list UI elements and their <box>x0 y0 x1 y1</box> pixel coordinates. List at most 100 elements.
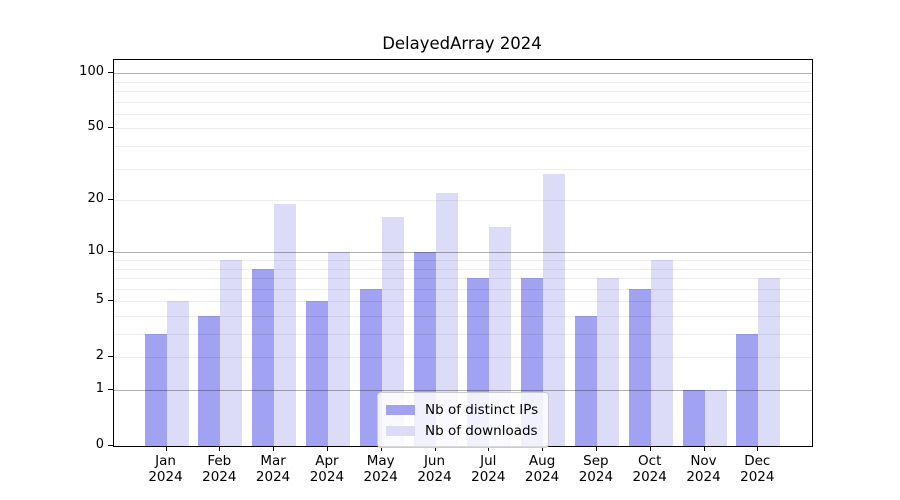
x-axis-label-year: 2024 <box>686 469 721 485</box>
x-axis-label-year: 2024 <box>417 469 452 485</box>
x-axis-label-year: 2024 <box>524 469 560 485</box>
x-axis-tick <box>219 446 221 451</box>
x-axis-label-month: Mar <box>260 453 286 469</box>
minor-gridline <box>114 315 812 317</box>
y-axis-tick-label: 1 <box>95 381 104 396</box>
legend-item-label: Nb of downloads <box>425 422 538 439</box>
legend-swatch <box>386 425 415 436</box>
bar-distinct-ips <box>252 268 275 446</box>
x-axis-tick-label: Jul 2024 <box>456 453 520 485</box>
y-axis-tick <box>108 389 113 390</box>
minor-gridline <box>114 260 812 261</box>
y-axis-tick <box>108 251 113 253</box>
legend-item: Nb of downloads <box>386 420 538 441</box>
y-axis-tick-label: 50 <box>87 119 104 135</box>
x-axis-label-year: 2024 <box>309 469 345 485</box>
x-axis-label-month: Jul <box>480 453 497 469</box>
x-axis-label-month: Jan <box>155 453 176 469</box>
x-axis-label-year: 2024 <box>202 469 237 485</box>
chart-title: DelayedArray 2024 <box>382 34 542 53</box>
y-axis-tick-label: 5 <box>95 292 104 308</box>
minor-gridline <box>114 168 812 170</box>
legend-item-label: Nb of distinct IPs <box>425 401 539 418</box>
minor-gridline <box>114 200 812 202</box>
x-axis-tick <box>273 446 275 451</box>
x-axis-tick-label: Feb 2024 <box>187 453 251 485</box>
bar-downloads <box>596 278 619 446</box>
y-axis-tick <box>108 300 113 302</box>
bar-downloads <box>166 301 189 446</box>
bar-downloads <box>543 174 566 446</box>
minor-gridline <box>114 128 812 130</box>
y-axis-tick <box>108 199 113 201</box>
x-axis-tick <box>380 446 382 451</box>
minor-gridline <box>114 278 812 280</box>
x-axis-tick <box>165 446 167 451</box>
x-axis-label-month: Aug <box>528 453 556 469</box>
bar-downloads <box>758 278 781 446</box>
minor-gridline <box>114 334 812 336</box>
x-axis-tick-label: Sep 2024 <box>564 453 628 485</box>
bar-distinct-ips <box>628 288 651 446</box>
x-axis-tick <box>649 446 651 451</box>
x-axis-label-year: 2024 <box>740 469 775 485</box>
x-axis-label-year: 2024 <box>632 469 667 485</box>
y-axis-tick-label: 100 <box>79 64 104 80</box>
x-axis-label-month: Jun <box>423 453 446 469</box>
y-axis-tick <box>108 356 113 358</box>
bar-downloads <box>274 204 297 446</box>
legend: Nb of distinct IPs Nb of downloads <box>377 392 550 448</box>
bar-distinct-ips <box>198 316 221 446</box>
x-axis-label-month: Apr <box>315 453 339 469</box>
y-axis-tick <box>108 72 113 74</box>
x-axis-label-month: Nov <box>690 453 717 469</box>
y-axis-tick-label: 20 <box>87 191 104 207</box>
x-axis-label-month: Oct <box>638 453 662 469</box>
bar-downloads <box>220 260 243 446</box>
x-axis-tick-label: Nov 2024 <box>672 453 736 485</box>
x-axis-tick-label: Mar 2024 <box>241 453 305 485</box>
x-axis-tick-label: Jan 2024 <box>134 453 198 485</box>
bar-distinct-ips <box>305 301 328 446</box>
major-gridline <box>114 390 812 391</box>
x-axis-tick <box>757 446 759 451</box>
x-axis-tick-label: Jun 2024 <box>403 453 467 485</box>
x-axis-label-year: 2024 <box>255 469 291 485</box>
x-axis-tick <box>326 446 328 451</box>
x-axis-tick-label: Apr 2024 <box>295 453 359 485</box>
bar-downloads <box>327 252 350 446</box>
bar-distinct-ips <box>359 288 382 446</box>
x-axis-tick-label: Aug 2024 <box>510 453 574 485</box>
x-axis-label-month: May <box>366 453 395 469</box>
y-axis-tick-label: 0 <box>95 437 104 452</box>
x-axis-label-year: 2024 <box>471 469 506 485</box>
x-axis-label-year: 2024 <box>363 469 398 485</box>
minor-gridline <box>114 268 812 270</box>
bar-distinct-ips <box>736 334 759 446</box>
x-axis-tick <box>488 446 490 451</box>
major-gridline <box>114 252 812 254</box>
plot-area <box>113 59 813 447</box>
minor-gridline <box>114 113 812 115</box>
minor-gridline <box>114 101 812 103</box>
x-axis-tick <box>434 446 436 451</box>
x-axis-label-year: 2024 <box>578 469 614 485</box>
minor-gridline <box>114 357 812 359</box>
x-axis-tick <box>542 446 544 451</box>
x-axis-tick <box>703 446 705 451</box>
bar-downloads <box>650 260 673 446</box>
bar-distinct-ips <box>574 316 597 446</box>
minor-gridline <box>114 146 812 148</box>
x-axis-label-month: Feb <box>207 453 232 469</box>
bar-distinct-ips <box>682 390 705 446</box>
minor-gridline <box>114 81 812 83</box>
bar-downloads <box>489 227 512 446</box>
bar-distinct-ips <box>144 334 167 446</box>
y-axis-tick-label: 2 <box>95 348 104 364</box>
legend-swatch <box>386 404 415 415</box>
x-axis-tick <box>595 446 597 451</box>
x-axis-label-month: Sep <box>583 453 609 469</box>
x-axis-label-year: 2024 <box>148 469 183 485</box>
y-axis-tick-label: 10 <box>87 243 104 259</box>
